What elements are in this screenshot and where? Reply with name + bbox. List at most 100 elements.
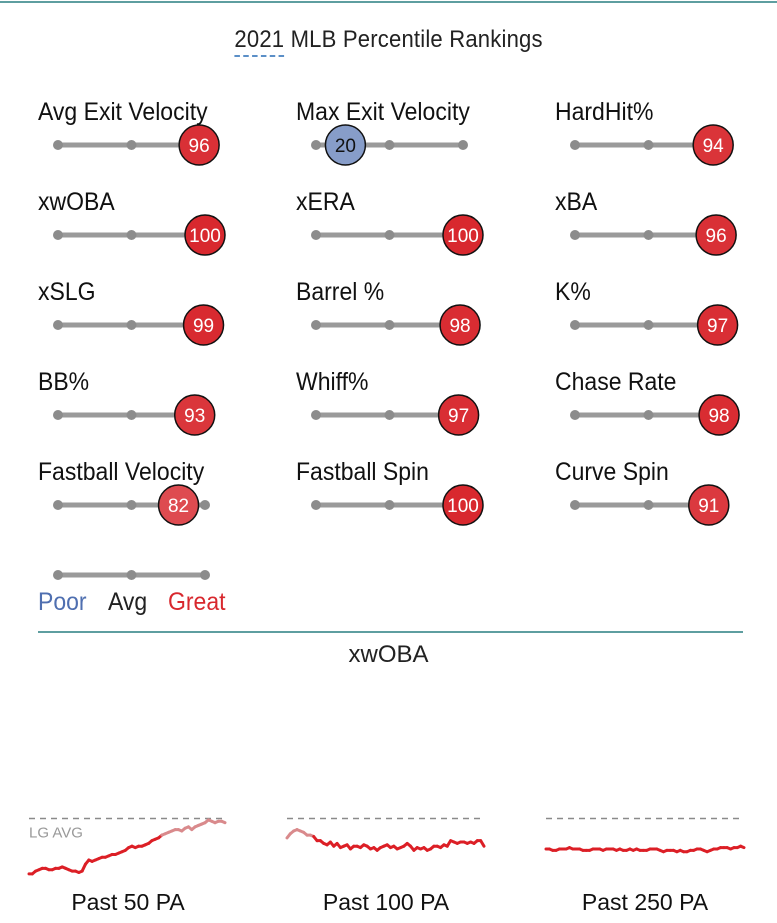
slider-tick-poor xyxy=(53,410,63,420)
percentile-slider: 100 xyxy=(311,484,484,526)
metric-whiff[interactable]: Whiff% 97 xyxy=(296,368,526,446)
percentile-bubble xyxy=(182,304,225,346)
xwoba-line-segment xyxy=(479,839,486,848)
slider-tick-poor xyxy=(570,230,580,240)
metric-fastball-spin[interactable]: Fastball Spin 100 xyxy=(296,458,526,536)
percentile-slider: 82 xyxy=(53,484,210,526)
percentile-value: 97 xyxy=(707,316,728,337)
metric-label: Whiff% xyxy=(296,368,369,396)
metric-label: Fastball Velocity xyxy=(38,458,205,486)
percentile-value: 99 xyxy=(193,316,214,337)
slider-tick-avg xyxy=(643,500,654,510)
percentile-slider: 91 xyxy=(570,484,730,526)
metric-xwoba[interactable]: xwOBA 100 xyxy=(38,188,268,266)
percentile-marker: 100 xyxy=(184,214,226,256)
percentile-marker: 97 xyxy=(437,394,480,436)
percentile-bubble xyxy=(695,214,737,256)
metric-curve-spin[interactable]: Curve Spin 91 xyxy=(555,458,777,536)
slider-tick-poor xyxy=(53,320,63,330)
metric-fastball-velocity[interactable]: Fastball Velocity 82 xyxy=(38,458,268,536)
percentile-bubble xyxy=(688,484,730,526)
percentile-slider: 100 xyxy=(311,214,484,256)
percentile-marker: 96 xyxy=(695,214,737,256)
metric-barrel[interactable]: Barrel % 98 xyxy=(296,278,526,356)
legend-great: Great xyxy=(168,588,226,616)
metric-label: Fastball Spin xyxy=(296,458,429,486)
chart-title: 2021 MLB Percentile Rankings xyxy=(0,26,777,57)
percentile-value: 20 xyxy=(335,136,356,157)
slider-tick-avg xyxy=(384,230,395,240)
slider-tick-avg xyxy=(643,230,654,240)
metric-xslg[interactable]: xSLG 99 xyxy=(38,278,268,356)
percentile-bubble xyxy=(698,394,740,436)
percentile-value: 100 xyxy=(447,226,479,247)
slider-tick-poor xyxy=(311,140,321,150)
slider-tick-avg xyxy=(643,140,654,150)
percentile-marker: 98 xyxy=(698,394,740,436)
percentile-value: 100 xyxy=(447,496,479,517)
percentile-slider: 97 xyxy=(311,394,480,436)
percentile-bubble xyxy=(437,394,480,436)
slider-tick-poor xyxy=(570,410,580,420)
percentile-marker: 96 xyxy=(178,124,220,166)
metric-xba[interactable]: xBA 96 xyxy=(555,188,777,266)
percentile-value: 94 xyxy=(703,136,725,157)
percentile-marker: 100 xyxy=(442,214,484,256)
percentile-bubble xyxy=(157,484,200,526)
percentile-marker: 82 xyxy=(157,484,200,526)
slider-tick-avg xyxy=(643,320,654,330)
metric-label: xERA xyxy=(296,188,355,216)
percentile-value: 91 xyxy=(698,496,719,517)
percentile-marker: 91 xyxy=(688,484,730,526)
percentile-slider: 94 xyxy=(570,124,734,166)
sparkline-section-title: xwOBA xyxy=(348,641,429,668)
percentile-bubble xyxy=(178,124,220,166)
slider-tick-great xyxy=(458,140,468,150)
metric-label: Barrel % xyxy=(296,278,385,306)
spark-label-50: Past 50 PA xyxy=(71,889,185,915)
spark-label-100: Past 100 PA xyxy=(322,889,450,915)
metric-label: K% xyxy=(555,278,591,306)
percentile-slider: 96 xyxy=(53,124,220,166)
percentile-marker: 100 xyxy=(442,484,484,526)
percentile-slider: 96 xyxy=(570,214,737,256)
metric-label: Avg Exit Velocity xyxy=(38,98,208,126)
percentile-bubble xyxy=(184,214,226,256)
slider-tick-avg xyxy=(384,500,395,510)
slider-tick-poor xyxy=(570,320,580,330)
metric-chase-rate[interactable]: Chase Rate 98 xyxy=(555,368,777,446)
metric-k[interactable]: K% 97 xyxy=(555,278,777,356)
metric-label: Chase Rate xyxy=(555,368,677,396)
season-selector[interactable]: 2021 xyxy=(234,26,285,57)
percentile-bubble xyxy=(442,484,484,526)
league-average-label: LG AVG xyxy=(29,825,83,842)
percentile-bubble xyxy=(439,304,481,346)
metric-avg-exit-velocity[interactable]: Avg Exit Velocity 96 xyxy=(38,98,268,176)
metric-hardhit[interactable]: HardHit% 94 xyxy=(555,98,777,176)
slider-tick-poor xyxy=(53,230,63,240)
percentile-bubble xyxy=(173,394,216,436)
title-text: MLB Percentile Rankings xyxy=(284,26,543,53)
metric-label: Max Exit Velocity xyxy=(296,98,470,126)
percentile-bubble xyxy=(692,124,734,166)
percentile-value: 98 xyxy=(449,316,470,337)
percentile-value: 82 xyxy=(168,496,189,517)
xwoba-line-segment xyxy=(739,844,746,850)
percentile-bubble xyxy=(696,304,739,346)
section-divider xyxy=(38,631,743,633)
percentile-bubble xyxy=(442,214,484,256)
percentile-slider: 20 xyxy=(311,124,468,166)
metric-xera[interactable]: xERA 100 xyxy=(296,188,526,266)
metric-max-exit-velocity[interactable]: Max Exit Velocity 20 xyxy=(296,98,526,176)
slider-tick-avg xyxy=(384,140,395,150)
metric-label: BB% xyxy=(38,368,90,396)
legend-poor: Poor xyxy=(38,588,87,616)
slider-tick-avg xyxy=(126,320,137,330)
slider-tick-poor xyxy=(570,500,580,510)
percentile-value: 98 xyxy=(708,406,729,427)
metric-bb[interactable]: BB% 93 xyxy=(38,368,268,446)
slider-tick-avg xyxy=(643,410,654,420)
percentile-marker: 98 xyxy=(439,304,481,346)
percentile-marker: 20 xyxy=(324,124,367,166)
